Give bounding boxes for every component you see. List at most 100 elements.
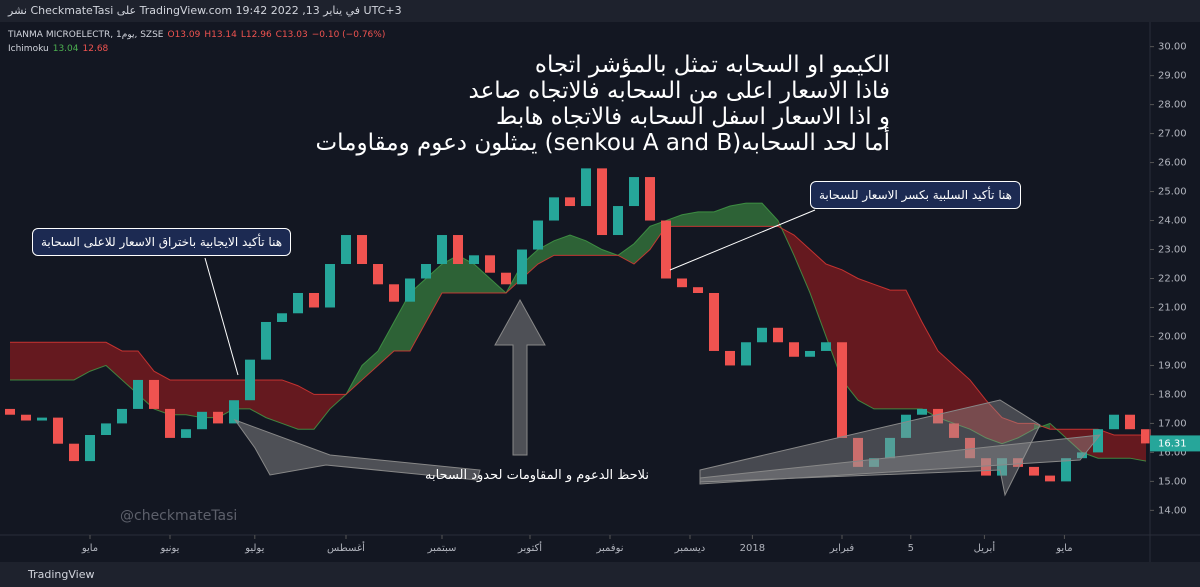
annotation-line: الكيمو او السحابه تمثل بالمؤشر اتجاه: [534, 52, 890, 78]
y-tick-label: 28.00: [1158, 100, 1187, 111]
candle: [309, 292, 319, 308]
cloud-segment: [458, 255, 474, 293]
candle: [773, 327, 783, 343]
arrow: [233, 418, 481, 481]
cloud-segment: [794, 235, 810, 293]
cloud-segment: [282, 379, 298, 430]
candle: [277, 313, 287, 322]
cloud-segment: [986, 400, 1002, 444]
cloud-segment: [90, 342, 106, 372]
candle: [565, 197, 575, 207]
cloud-segment: [1002, 417, 1018, 444]
cloud-segment: [266, 379, 282, 424]
publish-bar: نشر CheckmateTasi على TradingView.com في…: [0, 0, 1200, 22]
x-tick-label: أغسطس: [327, 541, 365, 554]
cloud-line: [10, 225, 1146, 436]
y-tick-label: 23.00: [1158, 245, 1187, 256]
candle: [597, 168, 607, 236]
ohlc-value: O13.09: [167, 30, 201, 40]
cloud-segment: [890, 290, 906, 409]
cloud-segment: [442, 255, 458, 293]
cloud-segment: [906, 290, 922, 409]
candle: [181, 429, 191, 438]
cloud-segment: [746, 203, 762, 227]
candle: [437, 235, 447, 265]
candle: [853, 437, 863, 467]
x-tick-label: سبتمبر: [427, 543, 457, 554]
callout-pointer: [204, 257, 239, 376]
candle: [197, 411, 207, 430]
cloud-segment: [922, 321, 938, 418]
price-tag-label: 16.31: [1158, 438, 1187, 449]
x-tick-label: مايو: [81, 543, 98, 554]
legend: TIANMA MICROELECTR, 1يوم, SZSE O13.09 H13.…: [8, 30, 393, 40]
cloud-segment: [586, 240, 602, 256]
arrow: [494, 298, 546, 456]
cloud-segment: [954, 365, 970, 430]
candle: [917, 408, 927, 415]
candle: [1125, 414, 1135, 430]
candle: [101, 423, 111, 436]
cloud-segment: [58, 342, 74, 380]
candle: [533, 220, 543, 250]
watermark: @checkmateTasi: [120, 508, 238, 524]
candle: [1141, 429, 1151, 444]
callout: نلاحظ الدعوم و المقاومات لحدود السحابه: [425, 468, 650, 483]
candle: [229, 400, 239, 424]
candle: [133, 379, 143, 409]
candle: [373, 264, 383, 285]
cloud-segment: [474, 264, 490, 293]
candle: [549, 197, 559, 221]
cloud-segment: [202, 379, 218, 418]
candle: [1061, 458, 1071, 482]
cloud-segment: [394, 292, 410, 351]
candle: [1029, 466, 1039, 476]
candle: [885, 437, 895, 459]
x-tick-label: فبراير: [829, 543, 855, 554]
candle: [1045, 475, 1055, 482]
callout-pointer: [669, 209, 816, 271]
cloud-segment: [186, 379, 202, 418]
candle: [485, 255, 495, 273]
x-tick-label: يونيو: [160, 543, 180, 554]
x-tick-label: نوفمبر: [595, 543, 623, 554]
cloud-segment: [938, 350, 954, 424]
cloud-segment: [714, 206, 730, 227]
candle: [741, 342, 751, 366]
candle: [949, 423, 959, 438]
cloud-segment: [538, 240, 554, 265]
y-tick-label: 15.00: [1158, 476, 1187, 487]
annotation-line: أما لحد السحابه(senkou A and B) يمثلون د…: [315, 130, 890, 156]
cloud-segment: [42, 342, 58, 380]
indicator-legend: Ichimoku 13.04 12.68: [8, 44, 112, 54]
x-tick-label: أبريل: [974, 541, 996, 554]
candle: [997, 458, 1007, 476]
candle: [325, 264, 335, 308]
y-tick-label: 19.00: [1158, 360, 1187, 371]
candle: [117, 408, 127, 424]
ohlc-value: C13.03: [275, 30, 308, 40]
ohlc-value: H13.14: [204, 30, 237, 40]
candle: [789, 342, 799, 357]
candle: [53, 417, 63, 444]
candle: [149, 379, 159, 409]
candle: [357, 235, 367, 265]
candle: [21, 414, 31, 421]
candle: [453, 235, 463, 265]
candle: [245, 359, 255, 401]
cloud-segment: [1114, 435, 1130, 459]
x-tick-label: يوليو: [244, 543, 264, 554]
candle: [501, 272, 511, 285]
candle: [405, 278, 415, 302]
candle: [693, 287, 703, 293]
candle: [421, 264, 431, 279]
cloud-segment: [858, 278, 874, 409]
candle: [261, 321, 271, 360]
candle: [469, 255, 479, 265]
cloud-segment: [26, 342, 42, 380]
cloud-segment: [170, 379, 186, 415]
candle: [293, 292, 303, 314]
candle: [837, 342, 847, 438]
candle: [581, 168, 591, 207]
